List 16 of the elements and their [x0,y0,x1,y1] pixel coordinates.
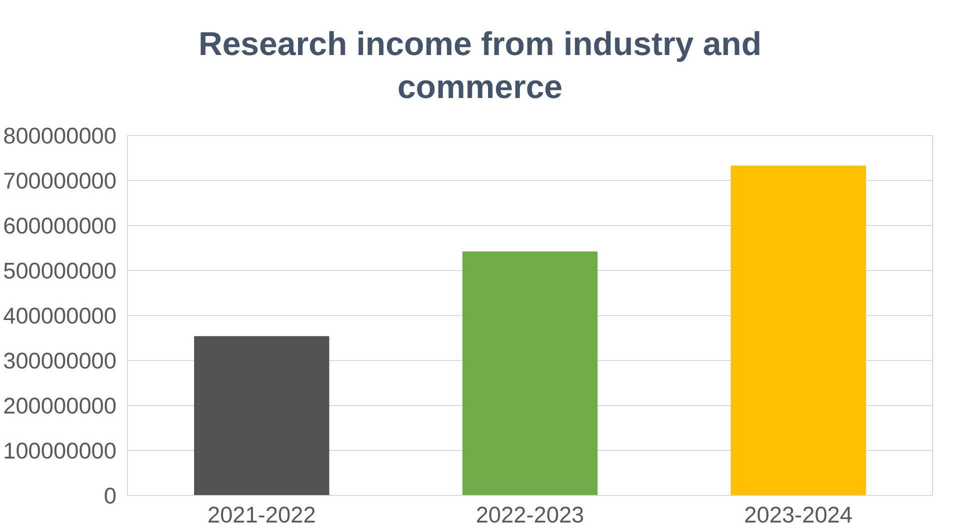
y-tick-label: 800000000 [3,122,117,148]
y-tick-label: 400000000 [3,302,117,328]
y-tick-label: 700000000 [3,168,117,194]
bar [462,252,598,496]
chart-title: Research income from industry and commerce [198,24,762,107]
y-tick-label: 500000000 [3,258,117,284]
x-tick-label: 2023-2024 [744,502,853,528]
bar [194,336,330,496]
y-tick-label: 200000000 [3,392,117,418]
y-tick-label: 0 [104,482,117,508]
y-tick-label: 300000000 [3,348,117,374]
y-tick-label: 100000000 [3,438,117,464]
y-tick-label: 600000000 [3,212,117,238]
x-tick-label: 2021-2022 [207,502,316,528]
x-tick-label: 2022-2023 [476,502,584,528]
bar [730,166,866,496]
